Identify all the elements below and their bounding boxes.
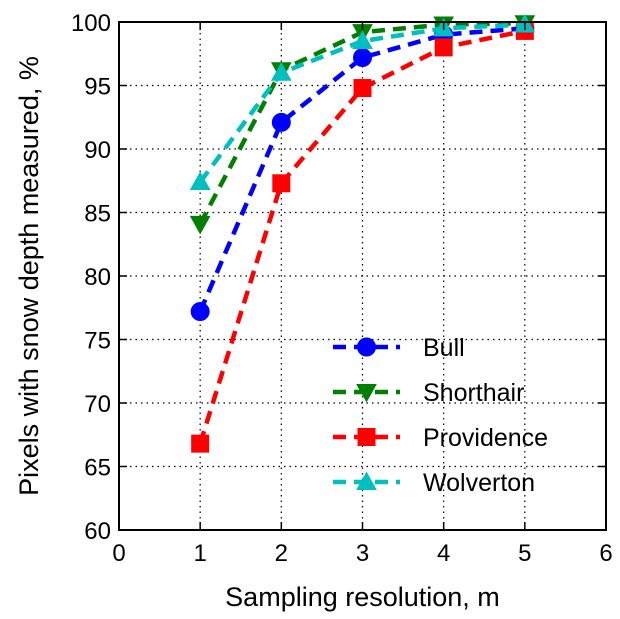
axis-ticks xyxy=(118,21,607,531)
data-point-providence xyxy=(272,174,291,193)
x-tick-label: 6 xyxy=(599,540,612,567)
series-line-providence xyxy=(198,28,526,445)
data-point-shorthair xyxy=(189,215,211,235)
series-layer xyxy=(189,14,536,453)
series-line-bull xyxy=(198,26,526,313)
data-point-providence xyxy=(353,79,372,98)
x-tick-label: 3 xyxy=(356,540,369,567)
tick-labels: 0 1 2 3 4 5 6 60 65 70 75 80 85 90 95 100 xyxy=(71,10,613,567)
legend-marker xyxy=(356,471,377,490)
y-tick-label: 70 xyxy=(84,391,111,418)
y-tick-label: 80 xyxy=(84,264,111,291)
x-tick-label: 4 xyxy=(437,540,450,567)
x-axis-title: Sampling resolution, m xyxy=(225,582,500,612)
grid xyxy=(119,22,606,530)
legend-label: Wolverton xyxy=(423,469,535,497)
legend-label: Shorthair xyxy=(423,379,524,407)
legend-marker xyxy=(357,337,376,357)
legend-marker xyxy=(357,428,376,446)
legend-item-wolverton: Wolverton xyxy=(333,469,535,497)
y-tick-label: 100 xyxy=(71,10,111,37)
data-point-providence xyxy=(434,38,453,57)
x-tick-label: 0 xyxy=(112,540,125,567)
legend-marker xyxy=(356,384,377,403)
y-tick-label: 65 xyxy=(84,455,111,482)
y-tick-label: 95 xyxy=(84,74,111,101)
legend-item-bull: Bull xyxy=(333,334,465,362)
series-line-wolverton xyxy=(198,22,525,184)
y-axis-title: Pixels with snow depth measured, % xyxy=(14,56,44,496)
y-tick-label: 85 xyxy=(84,201,111,228)
legend-item-providence: Providence xyxy=(333,424,548,452)
x-tick-label: 1 xyxy=(193,540,206,567)
data-point-bull xyxy=(353,48,372,68)
y-tick-label: 60 xyxy=(84,518,111,545)
y-tick-label: 75 xyxy=(84,328,111,355)
data-point-wolverton xyxy=(189,171,211,191)
x-tick-label: 5 xyxy=(518,540,531,567)
x-tick-label: 2 xyxy=(275,540,288,567)
y-tick-label: 90 xyxy=(84,137,111,164)
legend: Bull Shorthair Providence Wolverton xyxy=(333,334,548,497)
legend-item-shorthair: Shorthair xyxy=(333,379,524,407)
data-point-wolverton xyxy=(270,62,292,81)
data-point-bull xyxy=(190,302,210,322)
legend-label: Providence xyxy=(423,424,548,452)
data-point-bull xyxy=(271,112,291,132)
legend-label: Bull xyxy=(423,334,465,362)
data-point-providence xyxy=(191,434,210,453)
data-point-wolverton xyxy=(352,30,373,50)
